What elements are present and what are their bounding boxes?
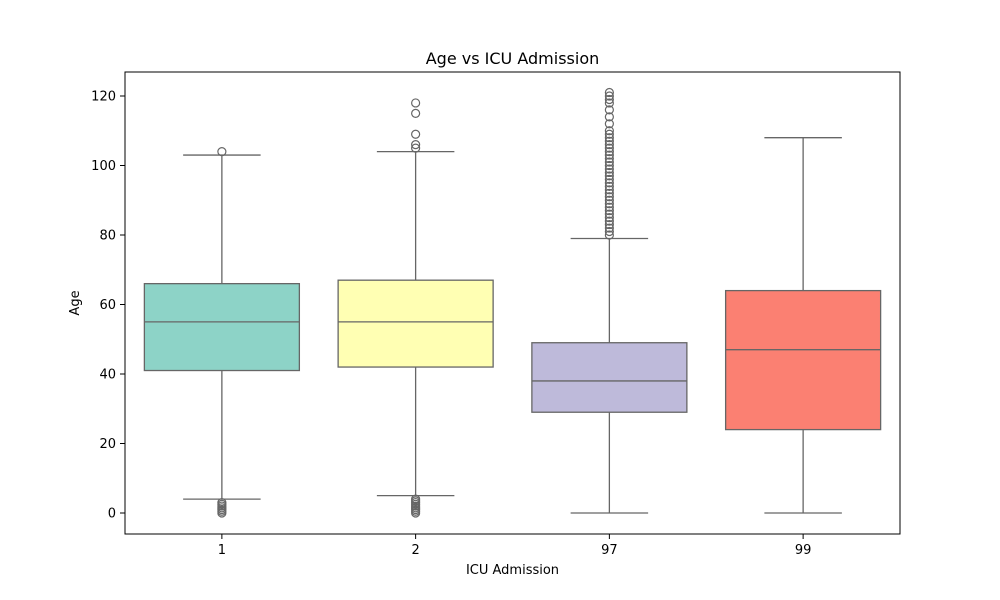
outlier-point (604, 126, 614, 136)
x-tick-label: 99 (795, 543, 812, 558)
x-tick-label: 2 (411, 543, 419, 558)
outlier-point (604, 213, 614, 223)
outlier-point (604, 119, 614, 129)
box-group-2 (337, 98, 494, 518)
outlier-point (604, 185, 614, 195)
outlier-point (604, 133, 614, 143)
outlier-point (604, 202, 614, 212)
outlier-point (604, 226, 614, 237)
outlier-point (604, 178, 614, 188)
outlier-point (604, 105, 614, 115)
outlier-point (604, 181, 614, 191)
y-axis-title: Age (68, 290, 83, 315)
y-tick-label: 120 (91, 90, 116, 105)
x-tick-label: 1 (218, 543, 226, 558)
iqr-box (724, 289, 882, 431)
outlier-point (604, 91, 614, 101)
y-tick-label: 80 (99, 229, 116, 244)
y-tick-label: 20 (99, 437, 116, 452)
outlier-point (411, 98, 421, 108)
outlier-point (604, 87, 614, 98)
outlier-point (604, 153, 614, 164)
outlier-point (604, 94, 614, 105)
outlier-point (604, 209, 614, 219)
iqr-box (143, 282, 301, 372)
iqr-box (531, 342, 688, 413)
outlier-point (411, 494, 421, 504)
outlier-point (604, 112, 614, 122)
outlier-point (604, 140, 614, 150)
outlier-point (604, 164, 614, 174)
x-axis-title: ICU Admission (466, 563, 559, 578)
outlier-point (604, 129, 614, 139)
chart-title: Age vs ICU Admission (426, 49, 600, 68)
outlier-point (604, 230, 614, 240)
box-group-99 (724, 137, 882, 514)
outlier-point (604, 167, 614, 178)
y-tick-label: 0 (108, 507, 116, 522)
box-group-1 (143, 147, 301, 518)
outlier-point (604, 206, 614, 216)
outlier-point (604, 98, 614, 108)
outlier-point (604, 216, 614, 226)
outlier-point (217, 497, 227, 508)
outlier-point (604, 188, 614, 198)
y-tick-label: 60 (99, 298, 116, 313)
outlier-point (604, 157, 614, 167)
outlier-point (604, 150, 614, 160)
y-tick-label: 100 (91, 159, 116, 174)
iqr-box (337, 279, 494, 368)
y-axis: 0 20 40 60 80 100 120 (91, 90, 125, 522)
outlier-point (604, 195, 614, 205)
outlier-point (604, 171, 614, 181)
outlier-point (604, 199, 614, 209)
outlier-point (604, 192, 614, 202)
outlier-point (604, 223, 614, 233)
box-group-97 (531, 87, 688, 514)
x-tick-label: 97 (601, 543, 618, 558)
plot-frame (124, 71, 901, 535)
outlier-point (411, 143, 421, 153)
outlier-point (604, 136, 614, 146)
outlier-point (411, 108, 421, 118)
plot-area (143, 87, 882, 518)
outlier-point (604, 147, 614, 157)
outlier-point (411, 129, 421, 139)
outlier-point (604, 219, 614, 230)
y-tick-label: 40 (99, 368, 116, 383)
outlier-point (604, 160, 614, 171)
outlier-point (217, 147, 227, 157)
outlier-point (604, 174, 614, 184)
x-axis: 1 2 97 99 (218, 534, 812, 558)
outlier-point (604, 143, 614, 153)
outlier-point (411, 140, 421, 150)
